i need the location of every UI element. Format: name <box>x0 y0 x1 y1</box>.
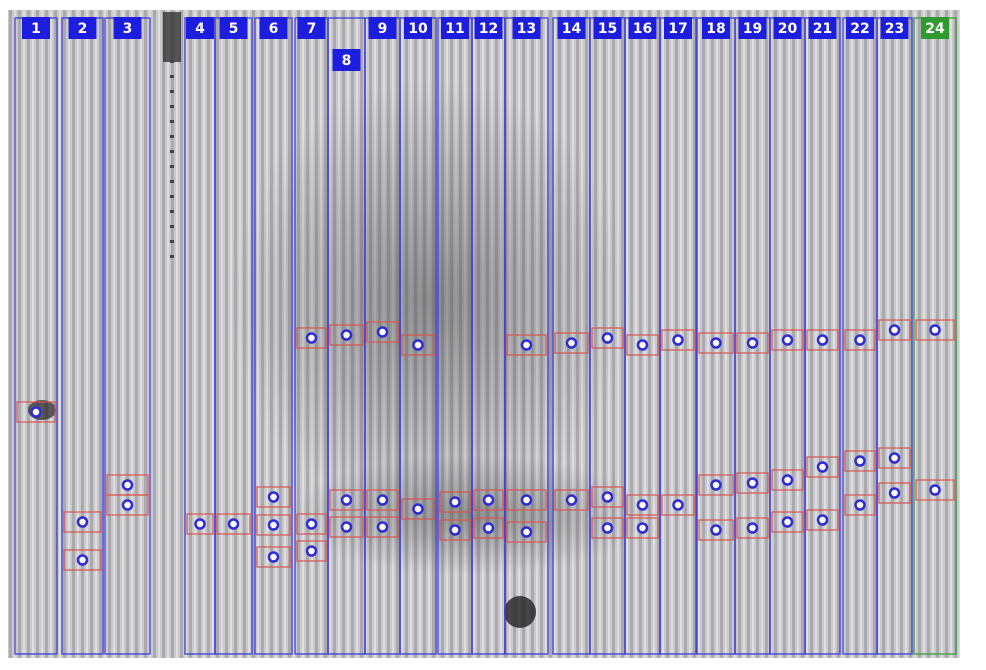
band-marker <box>748 524 757 533</box>
band-marker <box>890 454 899 463</box>
lane-label: 15 <box>598 21 617 37</box>
smear <box>290 455 650 575</box>
band-marker <box>522 528 531 537</box>
lane-label: 14 <box>562 21 582 37</box>
band-marker <box>856 501 865 510</box>
band-marker <box>451 526 460 535</box>
band-marker <box>522 496 531 505</box>
band-marker <box>269 493 278 502</box>
spot <box>504 596 536 628</box>
band-marker <box>712 481 721 490</box>
band-marker <box>748 339 757 348</box>
band-marker <box>484 496 493 505</box>
band-marker <box>522 341 531 350</box>
band-marker <box>78 556 87 565</box>
band-marker <box>783 336 792 345</box>
lane-label: 12 <box>479 21 498 37</box>
band-marker <box>638 524 647 533</box>
band-marker <box>196 520 205 529</box>
lane-label: 6 <box>269 21 279 37</box>
band-marker <box>603 524 612 533</box>
band-marker <box>342 331 351 340</box>
band-marker <box>856 457 865 466</box>
band-marker <box>890 489 899 498</box>
band-marker <box>603 493 612 502</box>
lane-label: 21 <box>813 21 832 37</box>
lane-label: 16 <box>633 21 652 37</box>
band-marker <box>818 336 827 345</box>
lane-label: 13 <box>517 21 536 37</box>
band-marker <box>78 518 87 527</box>
band-marker <box>638 341 647 350</box>
band-marker <box>783 518 792 527</box>
band-marker <box>269 553 278 562</box>
lane-label: 23 <box>885 21 904 37</box>
band-marker <box>890 326 899 335</box>
band-marker <box>674 336 683 345</box>
band-marker <box>856 336 865 345</box>
band-marker <box>123 501 132 510</box>
lane-label: 8 <box>342 53 352 69</box>
band-marker <box>32 408 41 417</box>
band-marker <box>603 334 612 343</box>
lane-label: 4 <box>195 21 205 37</box>
band-marker <box>931 326 940 335</box>
smear <box>230 80 630 520</box>
band-marker <box>451 498 460 507</box>
lane-label: 5 <box>229 21 239 37</box>
band-marker <box>818 516 827 525</box>
lane-label: 17 <box>668 21 687 37</box>
band-marker <box>414 341 423 350</box>
ladder <box>163 12 181 62</box>
gel-view: 123456789101112131415161718192021222324 <box>0 0 986 670</box>
lane-label: 10 <box>408 21 428 37</box>
band-marker <box>378 496 387 505</box>
band-marker <box>307 520 316 529</box>
lane-label: 19 <box>743 21 762 37</box>
band-marker <box>818 463 827 472</box>
lane-label: 1 <box>31 21 41 37</box>
lane-label: 22 <box>850 21 869 37</box>
lane-label: 11 <box>445 21 464 37</box>
band-marker <box>378 523 387 532</box>
lane-label: 9 <box>378 21 388 37</box>
band-marker <box>712 526 721 535</box>
lane-label: 18 <box>706 21 725 37</box>
lane-label: 3 <box>123 21 133 37</box>
band-marker <box>567 339 576 348</box>
band-marker <box>342 523 351 532</box>
band-marker <box>567 496 576 505</box>
band-marker <box>342 496 351 505</box>
band-marker <box>307 547 316 556</box>
band-marker <box>414 505 423 514</box>
band-marker <box>123 481 132 490</box>
lane-label: 20 <box>778 21 798 37</box>
band-marker <box>674 501 683 510</box>
band-marker <box>783 476 792 485</box>
band-marker <box>307 334 316 343</box>
band-marker <box>269 521 278 530</box>
band-marker <box>931 486 940 495</box>
band-marker <box>638 501 647 510</box>
lane-label: 7 <box>307 21 317 37</box>
band-marker <box>378 328 387 337</box>
band-marker <box>712 339 721 348</box>
band-marker <box>229 520 238 529</box>
band-marker <box>484 524 493 533</box>
lane-label: 24 <box>925 21 945 37</box>
lane-label: 2 <box>78 21 88 37</box>
band-marker <box>748 479 757 488</box>
